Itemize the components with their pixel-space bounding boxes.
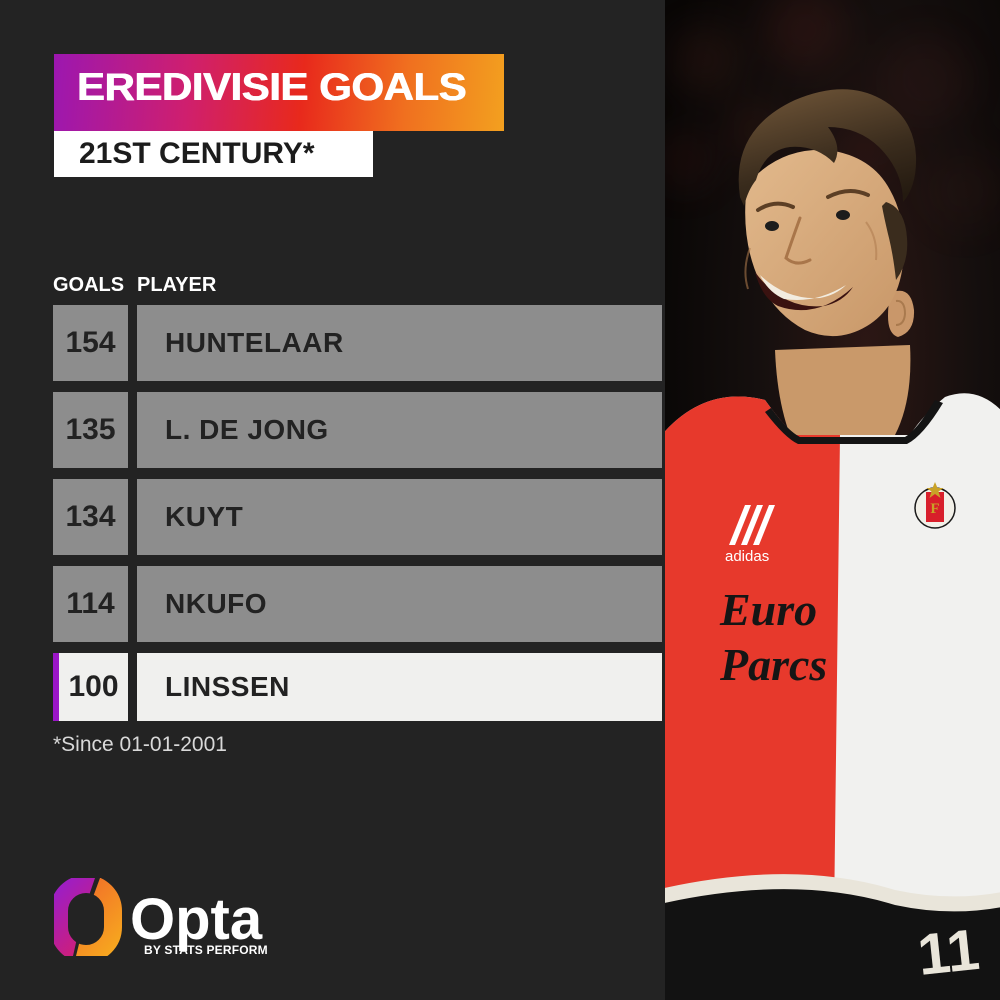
svg-text:11: 11 xyxy=(915,917,983,988)
svg-text:F: F xyxy=(930,501,939,517)
svg-text:Euro: Euro xyxy=(719,584,817,635)
svg-text:adidas: adidas xyxy=(725,548,769,565)
svg-text:Parcs: Parcs xyxy=(719,639,827,690)
